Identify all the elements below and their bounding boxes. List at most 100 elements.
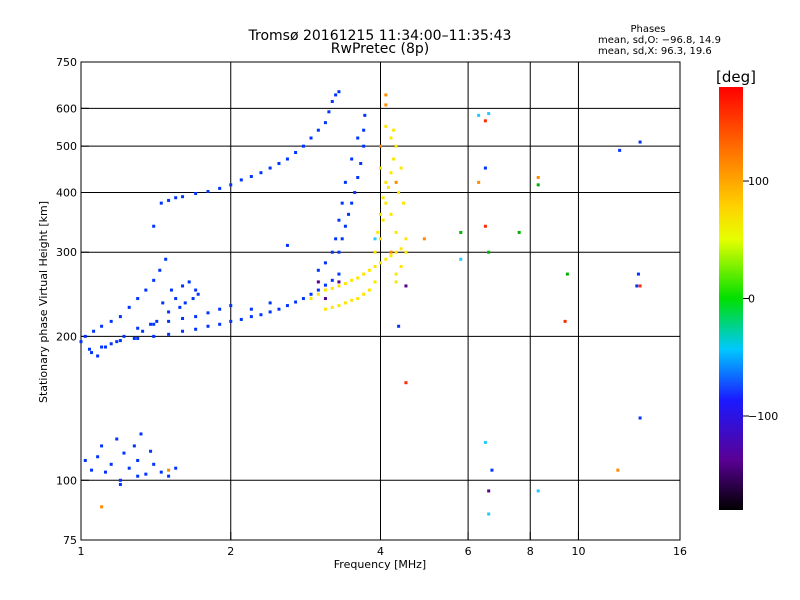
y-tick-label: 75 — [63, 534, 77, 547]
chart-subtitle: RwPretec (8p) — [331, 41, 429, 57]
data-point — [277, 307, 281, 311]
data-point — [285, 243, 289, 247]
data-point — [343, 224, 347, 228]
data-point — [122, 334, 126, 338]
data-point — [404, 284, 408, 288]
data-point — [381, 218, 385, 222]
data-point — [100, 345, 104, 349]
data-point — [174, 297, 178, 301]
y-tick-label: 100 — [56, 474, 77, 487]
data-point — [218, 322, 222, 326]
data-point — [337, 280, 341, 284]
data-point — [127, 305, 131, 309]
data-point — [316, 288, 320, 292]
data-point — [103, 345, 107, 349]
data-point — [356, 297, 360, 301]
data-point — [638, 140, 642, 144]
data-point — [356, 276, 360, 280]
data-point — [616, 468, 620, 472]
data-point — [96, 354, 100, 358]
data-point — [167, 198, 171, 202]
colorbar-gradient — [719, 87, 743, 510]
data-point — [229, 304, 233, 308]
data-point — [136, 297, 140, 301]
data-point — [132, 444, 136, 448]
data-point — [100, 505, 104, 509]
data-point — [136, 336, 140, 340]
data-point — [490, 468, 494, 472]
data-point — [330, 286, 334, 290]
data-point — [115, 340, 119, 344]
data-point — [174, 196, 178, 200]
data-point — [152, 278, 156, 282]
data-point — [100, 444, 104, 448]
data-point — [397, 324, 401, 328]
data-point — [483, 119, 487, 123]
x-tick-label: 2 — [227, 545, 234, 558]
data-point — [397, 190, 401, 194]
data-point — [122, 451, 126, 455]
data-point — [350, 298, 354, 302]
data-point — [392, 157, 396, 161]
data-point — [109, 319, 113, 323]
data-point — [330, 305, 334, 309]
data-point — [181, 284, 185, 288]
data-point — [379, 261, 382, 265]
y-tick-label: 200 — [56, 330, 77, 343]
data-point — [487, 512, 491, 516]
data-point — [79, 340, 83, 344]
data-point — [330, 250, 334, 254]
data-point — [323, 288, 327, 292]
y-tick-label: 500 — [56, 140, 77, 153]
data-point — [379, 237, 382, 241]
data-point — [206, 311, 210, 315]
data-point — [259, 313, 263, 317]
data-point — [399, 265, 403, 269]
data-point — [483, 224, 487, 228]
colorbar-tick-label: 0 — [748, 293, 755, 306]
data-point — [127, 466, 131, 470]
data-point — [323, 261, 327, 265]
data-point — [330, 278, 334, 282]
data-point — [159, 470, 163, 474]
y-tick-label: 600 — [56, 102, 77, 115]
data-point — [136, 326, 140, 330]
x-tick-label: 6 — [465, 545, 472, 558]
data-point — [285, 157, 289, 161]
data-point — [103, 470, 107, 474]
data-point — [294, 150, 298, 154]
data-point — [301, 297, 305, 301]
data-point — [327, 110, 331, 114]
data-point — [379, 166, 382, 170]
colorbar-label: [deg] — [716, 68, 756, 86]
data-point — [187, 280, 191, 284]
data-point — [394, 272, 398, 276]
data-point — [379, 212, 382, 216]
data-point — [367, 288, 371, 292]
data-point — [373, 280, 377, 284]
y-tick-label: 400 — [56, 186, 77, 199]
y-tick-label: 750 — [56, 56, 77, 69]
data-point — [376, 230, 380, 234]
data-point — [164, 257, 168, 261]
data-point — [87, 347, 91, 351]
data-point — [167, 474, 171, 478]
data-point — [259, 171, 263, 175]
data-point — [181, 329, 185, 333]
data-point — [144, 288, 148, 292]
data-point — [389, 171, 393, 175]
phase-legend-o: mean, sd,O: −96.8, 14.9 — [598, 35, 721, 46]
x-tick-label: 10 — [571, 545, 585, 558]
data-point — [191, 297, 195, 301]
data-point — [337, 284, 341, 288]
data-point — [389, 250, 393, 254]
data-point — [422, 237, 426, 241]
data-point — [167, 332, 171, 336]
data-point — [384, 124, 388, 128]
data-point — [638, 416, 642, 420]
data-point — [118, 478, 122, 482]
data-point — [389, 254, 393, 258]
data-point — [394, 230, 398, 234]
y-tick-label: 300 — [56, 246, 77, 259]
data-point — [118, 482, 122, 486]
